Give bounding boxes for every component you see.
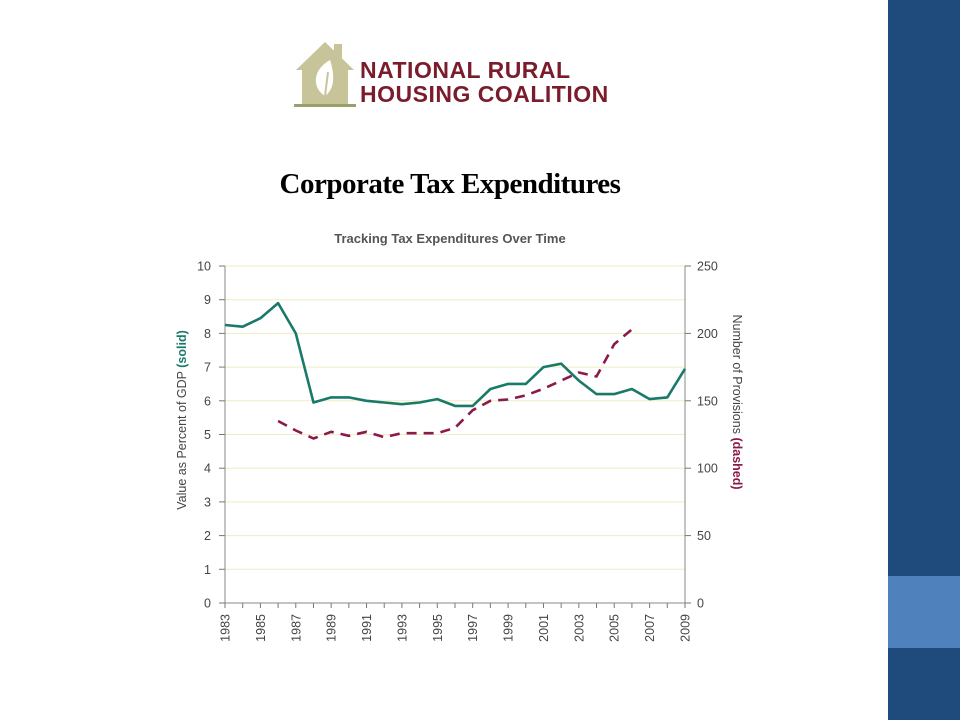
left-tick-label: 2 xyxy=(204,529,211,543)
house-leaf-icon xyxy=(294,42,356,107)
right-axis-title: Number of Provisions (dashed) xyxy=(730,314,744,489)
right-axis-tag: (dashed) xyxy=(730,437,744,489)
chart-grid xyxy=(225,265,685,570)
x-axis-ticks: 1983 1985 1987 1989 1991 1993 1995 1997 1999 2001… xyxy=(219,603,693,642)
x-tick-label: 1989 xyxy=(325,614,339,642)
x-tick-label: 1999 xyxy=(502,614,516,642)
right-axis-ticks: 0 50 100 150 200 250 xyxy=(685,260,718,611)
right-axis-label: Number of Provisions xyxy=(730,314,744,434)
left-axis-ticks: 0 1 2 3 4 5 6 7 8 9 10 xyxy=(197,260,225,611)
x-tick-label: 2007 xyxy=(643,614,657,642)
gdp-percent-solid-line xyxy=(224,301,687,408)
x-tick-label: 1991 xyxy=(360,614,374,642)
right-tick-label: 100 xyxy=(697,462,718,476)
left-tick-label: 6 xyxy=(204,394,211,408)
left-tick-label: 0 xyxy=(204,597,211,611)
slide-title: Corporate Tax Expenditures xyxy=(279,168,621,200)
left-axis-tag: (solid) xyxy=(175,330,189,368)
chart-axes xyxy=(224,266,686,604)
chart-title: Tracking Tax Expenditures Over Time xyxy=(334,231,565,246)
left-axis-label: Value as Percent of GDP xyxy=(175,371,189,510)
x-tick-label: 1983 xyxy=(219,614,233,642)
logo: NATIONAL RURAL HOUSING COALITION xyxy=(290,36,610,112)
left-tick-label: 3 xyxy=(204,495,211,509)
provisions-dashed-line xyxy=(277,328,633,440)
x-tick-label: 2005 xyxy=(608,614,622,642)
x-tick-label: 1995 xyxy=(431,614,445,642)
right-tick-label: 200 xyxy=(697,327,718,341)
x-tick-label: 2009 xyxy=(679,614,693,642)
x-tick-label: 1993 xyxy=(395,614,409,642)
x-tick-label: 2003 xyxy=(572,614,586,642)
right-tick-label: 150 xyxy=(697,394,718,408)
left-tick-label: 5 xyxy=(204,428,211,442)
left-tick-label: 10 xyxy=(197,260,211,274)
left-tick-label: 1 xyxy=(204,563,211,577)
left-axis-title: Value as Percent of GDP (solid) xyxy=(175,330,189,510)
chart: Tracking Tax Expenditures Over Time 0 1 2 3… xyxy=(175,231,744,642)
right-tick-label: 250 xyxy=(697,260,718,274)
left-tick-label: 7 xyxy=(204,361,211,375)
x-tick-label: 1987 xyxy=(289,614,303,642)
left-tick-label: 4 xyxy=(204,462,211,476)
x-tick-label: 1997 xyxy=(466,614,480,642)
sidebar-accent-band xyxy=(888,576,960,648)
x-tick-label: 2001 xyxy=(537,614,551,642)
left-tick-label: 8 xyxy=(204,327,211,341)
right-tick-label: 0 xyxy=(697,597,704,611)
right-tick-label: 50 xyxy=(697,529,711,543)
left-tick-label: 9 xyxy=(204,293,211,307)
chart-series xyxy=(224,301,687,440)
x-tick-label: 1985 xyxy=(254,614,268,642)
logo-text-line2: HOUSING COALITION xyxy=(360,81,609,107)
logo-text-line1: NATIONAL RURAL xyxy=(360,57,571,83)
